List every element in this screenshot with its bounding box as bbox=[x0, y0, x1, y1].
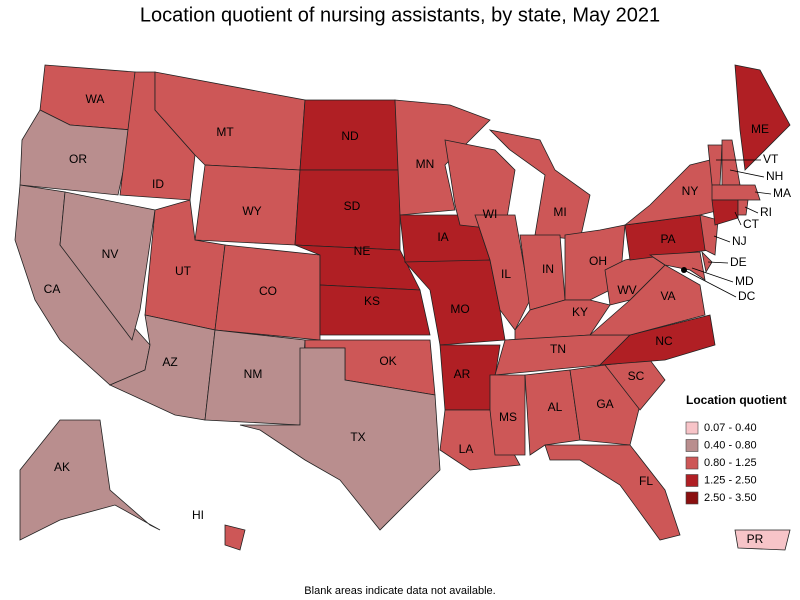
leader-line bbox=[734, 211, 742, 226]
state-shape bbox=[623, 159, 721, 226]
legend-swatch bbox=[685, 439, 699, 452]
state-shape bbox=[544, 444, 681, 541]
legend-title: Location quotient bbox=[686, 393, 787, 407]
state-label: ID bbox=[152, 177, 164, 191]
legend-label: 2.50 - 3.50 bbox=[704, 492, 757, 504]
state-label: NV bbox=[102, 247, 119, 261]
state-label: WI bbox=[483, 207, 498, 221]
legend-label: 0.40 - 0.80 bbox=[704, 439, 757, 451]
state-label: KY bbox=[572, 305, 588, 319]
leader-line bbox=[729, 169, 765, 178]
leader-line bbox=[707, 261, 729, 264]
state-label: OK bbox=[379, 354, 396, 368]
state-shape bbox=[721, 139, 741, 186]
state-shape bbox=[524, 369, 581, 456]
state-label: NJ bbox=[732, 234, 747, 248]
legend-swatch bbox=[685, 421, 699, 435]
state-label: SC bbox=[628, 369, 645, 383]
state-label: FL bbox=[639, 474, 653, 488]
state-label: CO bbox=[259, 284, 277, 298]
state-label: NC bbox=[655, 334, 673, 348]
state-shape bbox=[711, 199, 739, 226]
state-shape bbox=[19, 419, 161, 541]
state-label: OR bbox=[69, 152, 87, 166]
state-shape bbox=[737, 199, 749, 216]
state-shape bbox=[59, 191, 156, 341]
legend-swatch bbox=[685, 474, 699, 487]
state-label: MA bbox=[773, 186, 791, 200]
state-label: DE bbox=[730, 255, 747, 269]
state-label: TN bbox=[550, 342, 566, 356]
state-shape bbox=[598, 314, 716, 366]
state-shape bbox=[711, 184, 761, 201]
state-label: KS bbox=[364, 294, 380, 308]
legend-label: 0.07 - 0.40 bbox=[704, 422, 757, 434]
legend-label: 0.80 - 1.25 bbox=[704, 457, 757, 469]
state-shape bbox=[224, 524, 246, 551]
footnote: Blank areas indicate data not available. bbox=[304, 585, 495, 597]
legend-swatch bbox=[685, 491, 699, 505]
state-label: UT bbox=[175, 264, 192, 278]
state-label: NM bbox=[244, 367, 263, 381]
state-label: MN bbox=[416, 157, 435, 171]
state-label: TX bbox=[350, 430, 365, 444]
state-label: AL bbox=[548, 400, 563, 414]
state-label: MT bbox=[216, 125, 234, 139]
state-label: AK bbox=[54, 460, 70, 474]
state-label: ND bbox=[341, 129, 359, 143]
state-label: VA bbox=[660, 289, 675, 303]
state-label: MD bbox=[735, 274, 754, 288]
state-label: CT bbox=[743, 217, 760, 231]
state-label: HI bbox=[192, 508, 204, 522]
title: Location quotient of nursing assistants,… bbox=[140, 4, 660, 26]
state-label: WV bbox=[617, 283, 636, 297]
legend-swatch bbox=[685, 456, 699, 470]
state-label: SD bbox=[344, 199, 361, 213]
state-label: AZ bbox=[162, 355, 177, 369]
legend: 0.07 - 0.40 0.40 - 0.80 0.80 - 1.25 1.25 - … bbox=[685, 421, 757, 505]
state-label: AR bbox=[454, 367, 471, 381]
state-label: LA bbox=[459, 442, 474, 456]
state-label: IN bbox=[542, 262, 554, 276]
state-label: MS bbox=[499, 410, 517, 424]
leader-line bbox=[713, 235, 731, 243]
state-shape bbox=[648, 251, 706, 281]
state-shape bbox=[701, 250, 713, 274]
state-labels: WA OR CA NV ID MT WY UT CO AZ NM ND SD NE KS OK TX MN IA MO… bbox=[44, 92, 791, 546]
state-label: NH bbox=[766, 169, 783, 183]
state-shape bbox=[239, 347, 441, 531]
state-label: IA bbox=[437, 230, 448, 244]
state-label: CA bbox=[44, 282, 61, 296]
state-label: VT bbox=[763, 152, 779, 166]
state-label: ME bbox=[751, 122, 769, 136]
state-label: WA bbox=[86, 92, 105, 106]
leader-line bbox=[744, 206, 759, 214]
state-shape bbox=[734, 64, 791, 171]
leader-line bbox=[683, 269, 737, 298]
state-label: MI bbox=[553, 205, 566, 219]
state-shape bbox=[734, 529, 791, 551]
state-label: MO bbox=[450, 302, 469, 316]
leader-line bbox=[754, 191, 772, 195]
state-shape bbox=[19, 109, 133, 196]
state-label: IL bbox=[501, 267, 511, 281]
state-label: NE bbox=[354, 244, 371, 258]
state-shape bbox=[699, 214, 719, 256]
state-label: DC bbox=[738, 289, 756, 303]
state-label: PR bbox=[747, 532, 764, 546]
leader-line bbox=[691, 267, 734, 283]
state-label: RI bbox=[760, 205, 772, 219]
state-label: PA bbox=[660, 232, 675, 246]
state-label: WY bbox=[242, 204, 261, 218]
states bbox=[14, 64, 791, 551]
state-shape bbox=[319, 284, 431, 336]
state-label: GA bbox=[596, 397, 613, 411]
state-label: NY bbox=[682, 184, 699, 198]
legend-label: 1.25 - 2.50 bbox=[704, 474, 757, 486]
state-shape bbox=[489, 374, 526, 456]
state-label: OH bbox=[589, 254, 607, 268]
